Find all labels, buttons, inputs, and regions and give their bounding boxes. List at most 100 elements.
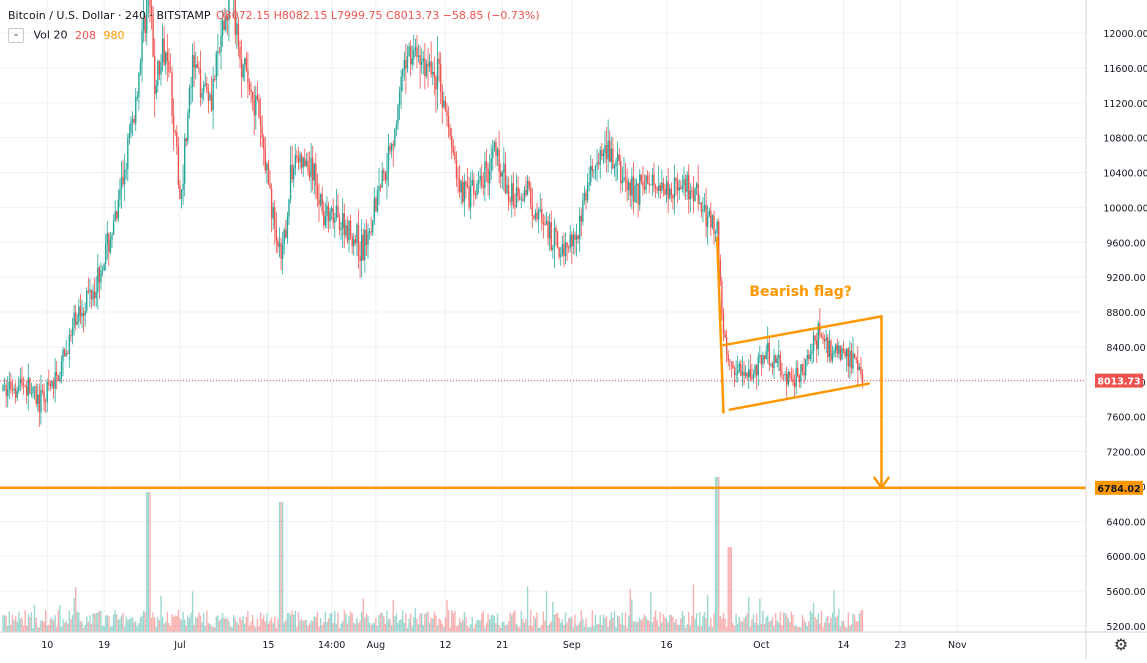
candle-body	[500, 171, 502, 177]
candle-body	[447, 115, 450, 129]
candle-body	[315, 163, 317, 186]
volume-bar	[68, 610, 71, 632]
volume-bar	[751, 619, 753, 632]
candle-body	[32, 387, 34, 393]
candle-body	[610, 148, 612, 162]
volume-bar	[365, 613, 368, 632]
candle-body	[370, 231, 372, 233]
volume-bar	[741, 621, 744, 632]
volume-bar	[476, 619, 478, 632]
volume-bar	[103, 626, 105, 632]
volume-bar	[812, 602, 815, 632]
candle-body	[760, 355, 763, 365]
volume-bar	[11, 614, 14, 632]
candle-body	[311, 157, 314, 181]
candle-body	[490, 158, 492, 172]
candle-body	[373, 198, 375, 221]
candle-body	[757, 356, 759, 376]
volume-bar	[281, 502, 284, 632]
candle-body	[204, 83, 206, 85]
volume-bar	[259, 612, 262, 632]
volume-bar	[24, 610, 26, 632]
candle-body	[141, 30, 143, 64]
candle-body	[210, 94, 213, 111]
candle-body	[357, 224, 360, 257]
volume-bar	[135, 620, 137, 632]
candle-body	[266, 163, 268, 171]
candle-body	[605, 145, 608, 160]
candle-body	[545, 221, 548, 225]
volume-bar	[179, 618, 181, 632]
candle-body	[117, 199, 120, 219]
volume-bar	[590, 627, 592, 632]
gear-icon[interactable]: ⚙	[1113, 635, 1129, 654]
volume-bar	[353, 622, 355, 632]
candle-body	[157, 61, 159, 86]
candle-body	[803, 371, 805, 376]
candle-body	[468, 187, 470, 208]
volume-bar	[432, 618, 434, 632]
candle-body	[425, 63, 428, 77]
candle-body	[656, 188, 658, 191]
target-price-badge	[1095, 480, 1143, 495]
volume-bar	[360, 611, 363, 632]
candle-body	[842, 348, 845, 352]
candle-body	[658, 185, 660, 191]
volume-bar	[307, 626, 309, 632]
price-tick-label: 10800.00	[1103, 134, 1147, 145]
candle-body	[454, 152, 456, 160]
volume-bar	[858, 613, 861, 632]
volume-bar	[697, 626, 699, 632]
candle-body	[92, 291, 94, 300]
volume-bar	[594, 614, 597, 632]
candle-body	[386, 170, 388, 181]
volume-bar	[800, 627, 802, 632]
candle-body	[182, 183, 184, 190]
volume-bar	[57, 610, 59, 632]
volume-bar	[814, 616, 816, 632]
volume-bar	[778, 622, 780, 632]
candle-body	[105, 244, 107, 264]
candle-body	[335, 205, 338, 218]
candle-body	[422, 58, 424, 62]
volume-bar	[332, 623, 334, 632]
candle-body	[172, 115, 175, 132]
chevron-down-icon[interactable]: ⌄	[8, 28, 24, 43]
volume-bar	[695, 613, 698, 632]
volume-bar	[779, 611, 782, 632]
candle-body	[179, 185, 181, 200]
candle-body	[313, 163, 315, 181]
candle-body	[778, 354, 780, 359]
volume-bar	[591, 610, 594, 632]
candle-body	[367, 233, 369, 246]
volume-bar	[346, 623, 349, 632]
volume-bar	[196, 618, 199, 632]
volume-bar	[405, 613, 407, 632]
candle-body	[515, 187, 518, 207]
volume-bar	[629, 589, 631, 632]
candle-body	[152, 14, 154, 57]
candle-body	[553, 227, 556, 249]
candle-body	[839, 345, 842, 360]
volume-bar	[672, 616, 674, 632]
candle-body	[217, 51, 219, 54]
volume-bar	[774, 612, 777, 632]
volume-bar	[376, 625, 379, 632]
candle-body	[640, 174, 643, 182]
candle-body	[782, 374, 785, 376]
volume-bar	[383, 616, 385, 632]
candle-body	[601, 150, 603, 157]
volume-bar	[642, 618, 644, 632]
candle-body	[612, 148, 614, 169]
candle-body	[223, 20, 225, 30]
volume-bar	[101, 625, 104, 632]
candle-body	[637, 183, 639, 205]
candle-body	[43, 391, 45, 402]
candle-body	[692, 190, 695, 202]
volume-bar	[44, 610, 47, 632]
volume-bar	[790, 611, 793, 632]
volume-bar	[752, 614, 755, 632]
candle-body	[662, 182, 665, 190]
